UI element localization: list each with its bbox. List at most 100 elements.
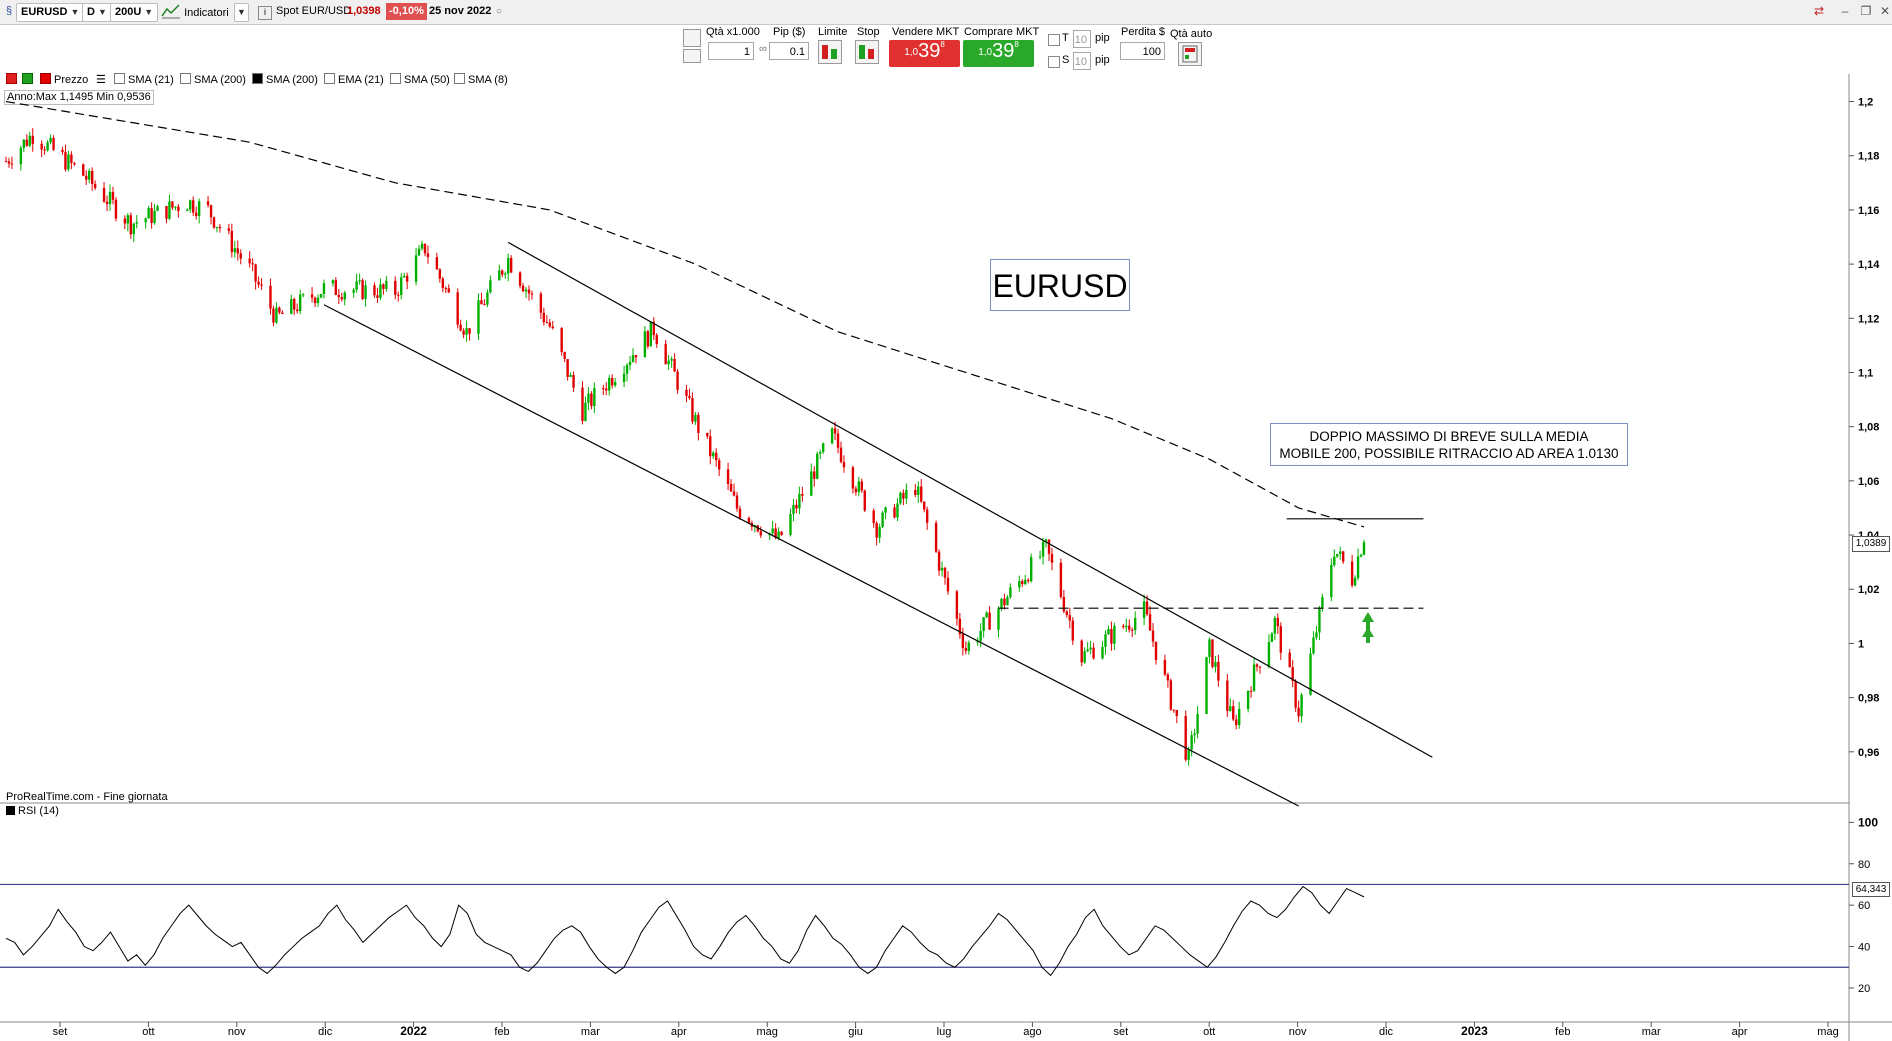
time-tick-label: mag: [1817, 1026, 1838, 1038]
candle-body: [1318, 607, 1321, 633]
candle-body: [301, 294, 305, 296]
candle-body: [914, 489, 917, 496]
chart-title-box[interactable]: EURUSD: [990, 259, 1130, 311]
candle-body: [1312, 637, 1315, 654]
candle-body: [477, 300, 480, 334]
keyboard-icon[interactable]: [683, 49, 701, 63]
link-icon[interactable]: ∞: [759, 43, 767, 55]
candle-body: [1252, 664, 1256, 692]
candle-body: [435, 257, 439, 270]
candle-body: [215, 226, 219, 228]
close-icon[interactable]: ✕: [1879, 4, 1891, 18]
candle-body: [52, 137, 55, 150]
stop-order-button[interactable]: [855, 40, 879, 64]
stop-pip-input[interactable]: 10: [1073, 52, 1091, 70]
candle-body: [685, 389, 688, 396]
candle-body: [1330, 565, 1333, 598]
stop-checkbox[interactable]: [1048, 56, 1060, 68]
auto-qty-button[interactable]: [1178, 42, 1202, 66]
candle-body: [1089, 647, 1092, 650]
candle-body: [881, 512, 884, 527]
candle-body: [1235, 719, 1238, 726]
candle-body: [937, 551, 941, 571]
indicator-sma200-a[interactable]: SMA (200): [180, 73, 246, 87]
candle-body: [504, 273, 507, 275]
candle-body: [1148, 614, 1152, 631]
indicator-sma200-b[interactable]: SMA (200): [252, 73, 318, 87]
candle-body: [628, 361, 632, 366]
wrench-icon[interactable]: [683, 29, 701, 47]
candle-body: [385, 280, 388, 289]
period-selector[interactable]: D ▼: [82, 3, 112, 22]
candle-body: [673, 358, 676, 372]
candle-body: [777, 531, 780, 539]
candle-body: [1086, 649, 1089, 652]
candle-body: [281, 312, 284, 314]
info-icon[interactable]: i: [258, 6, 272, 20]
candle-body: [296, 309, 299, 312]
symbol-selector[interactable]: EURUSD ▼: [16, 3, 85, 22]
candle-body: [61, 149, 64, 153]
sync-icon[interactable]: ⇄: [1813, 4, 1825, 18]
restore-icon[interactable]: ❐: [1860, 4, 1872, 18]
status-circle-icon: ○: [496, 6, 503, 17]
indicator-sma8[interactable]: SMA (8): [454, 73, 508, 87]
axes: 1,21,181,161,141,121,11,081,061,041,0210…: [53, 97, 1881, 1038]
candle-body: [278, 307, 281, 313]
loss-input[interactable]: 100: [1120, 42, 1165, 60]
indicator-sma50[interactable]: SMA (50): [390, 73, 450, 87]
candle-body: [902, 492, 905, 499]
indicator-ema21[interactable]: EMA (21): [324, 73, 384, 87]
pip-input[interactable]: 0.1: [769, 42, 809, 60]
candle-body: [1128, 625, 1131, 630]
candle-body: [498, 270, 501, 281]
candle-body: [1350, 561, 1354, 586]
candle-body: [233, 248, 237, 253]
candle-body: [1050, 553, 1054, 563]
candle-body: [646, 331, 650, 347]
stop-icon: [859, 45, 874, 59]
candle-body: [1353, 578, 1357, 586]
target-pip-input[interactable]: 10: [1073, 30, 1091, 48]
candle-body: [631, 355, 635, 362]
indicators-button[interactable]: Indicatori: [161, 3, 229, 20]
limit-order-button[interactable]: [818, 40, 842, 64]
minimize-icon[interactable]: –: [1841, 4, 1849, 18]
list-icon[interactable]: ☰: [96, 74, 106, 86]
time-tick-label: 2023: [1461, 1024, 1488, 1038]
indicator-price[interactable]: Prezzo: [40, 73, 88, 87]
candle-body: [1003, 598, 1006, 606]
candle-body: [934, 522, 938, 552]
data-source-note: ProRealTime.com - Fine giornata: [6, 791, 168, 803]
target-checkbox[interactable]: [1048, 34, 1060, 46]
edit-indicator-icon[interactable]: [22, 73, 36, 87]
qty-input[interactable]: 1: [708, 42, 754, 60]
units-selector[interactable]: 200U ▼: [110, 3, 159, 22]
candle-body: [90, 170, 94, 184]
candle-body: [581, 387, 584, 421]
candle-body: [780, 531, 783, 535]
candle-body: [857, 481, 861, 493]
time-tick-label: dic: [1379, 1026, 1394, 1038]
candle-body: [1267, 642, 1271, 668]
candle-body: [569, 375, 572, 377]
analysis-note-box[interactable]: DOPPIO MASSIMO DI BREVE SULLA MEDIA MOBI…: [1270, 423, 1628, 466]
candle-body: [860, 481, 864, 491]
quote-date: 25 nov 2022: [429, 5, 492, 17]
candle-body: [405, 275, 409, 282]
add-indicator-icon[interactable]: [6, 73, 20, 87]
buy-market-button[interactable]: 1,0398: [963, 40, 1034, 67]
price-tick-label: 1: [1858, 638, 1864, 650]
time-tick-label: mar: [1642, 1026, 1661, 1038]
candle-body: [893, 507, 896, 518]
candle-body: [1255, 664, 1259, 667]
indicators-dropdown[interactable]: ▼: [234, 3, 249, 22]
rsi-legend[interactable]: RSI (14): [6, 805, 59, 817]
indicator-sma21[interactable]: SMA (21): [114, 73, 174, 87]
candle-body: [153, 210, 156, 223]
sell-market-button[interactable]: 1,0398: [889, 40, 960, 67]
candle-body: [135, 222, 138, 224]
candle-body: [1122, 625, 1125, 628]
candle-body: [483, 304, 486, 306]
